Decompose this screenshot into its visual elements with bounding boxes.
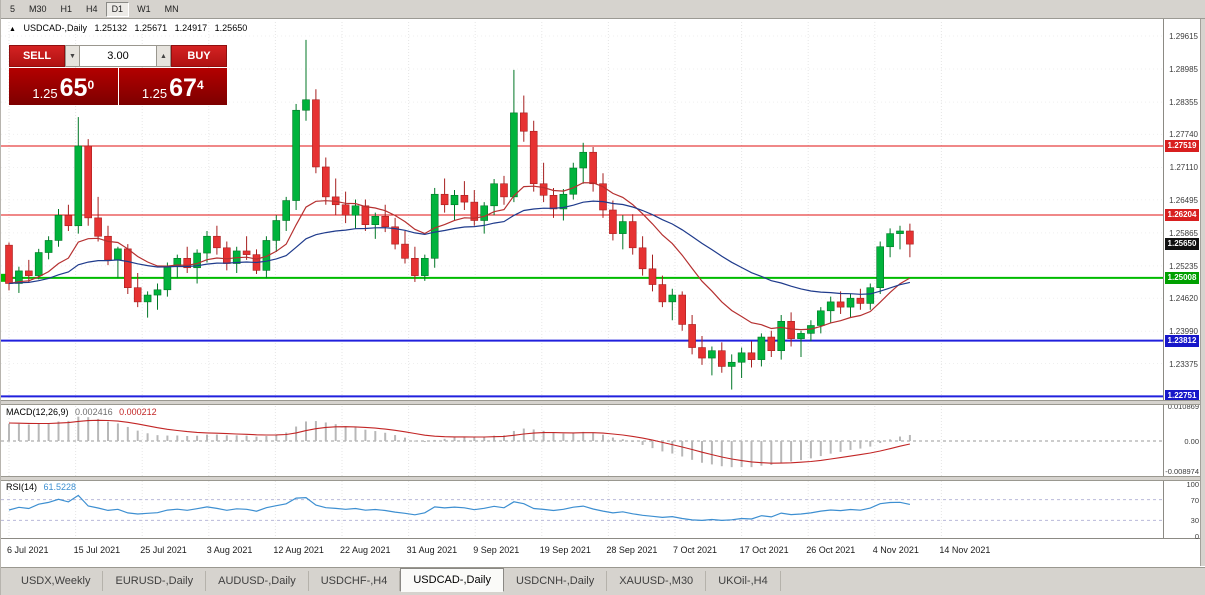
chart-tab-bar: USDX,Weekly EURUSD-,Daily AUDUSD-,Daily USD…	[1, 566, 1205, 595]
price-axis-tick: 1.27110	[1169, 163, 1198, 173]
macd-axis-label: -0.008974	[1165, 466, 1199, 476]
chart-tab-xauusd-m30[interactable]: XAUUSD-,M30	[607, 571, 707, 591]
volume-increase-icon: ▲	[160, 52, 167, 60]
price-axis-tick: 1.23990	[1169, 327, 1198, 337]
buy-price-point: 4	[196, 78, 204, 92]
panel-separator[interactable]	[1, 476, 1205, 481]
timeframe-button-5[interactable]: 5	[4, 2, 21, 17]
price-level-badge: 1.25008	[1165, 271, 1199, 284]
timeframe-button-H1[interactable]: H1	[55, 2, 79, 17]
sell-price-point: 0	[87, 78, 95, 92]
timeframe-button-W1[interactable]: W1	[131, 2, 157, 17]
timeframe-toolbar: 5 M30 H1 H4 D1 W1 MN	[1, 0, 1205, 19]
date-axis-label: 12 Aug 2021	[273, 545, 324, 555]
macd-axis-label: 0.010869	[1167, 402, 1199, 411]
date-axis-label: 15 Jul 2021	[73, 545, 121, 555]
ohlc-low: 1.24917	[174, 23, 208, 33]
price-axis-tick: 1.24620	[1169, 294, 1198, 304]
chart-tab-eurusd-daily[interactable]: EURUSD-,Daily	[103, 571, 207, 591]
price-axis-border	[1163, 19, 1164, 538]
ohlc-close: 1.25650	[214, 23, 248, 33]
rsi-axis-label: 30	[1190, 516, 1199, 526]
time-axis-border	[1, 538, 1205, 539]
date-axis-label: 6 Jul 2021	[7, 545, 49, 555]
macd-label: MACD(12,26,9)	[6, 407, 69, 417]
date-axis-label: 22 Aug 2021	[340, 545, 391, 555]
timeframe-button-H4[interactable]: H4	[80, 2, 104, 17]
date-axis-label: 28 Sep 2021	[606, 545, 658, 555]
rsi-axis-label: 0	[1194, 532, 1199, 541]
date-axis-label: 31 Aug 2021	[406, 545, 458, 555]
price-level-badge: 1.22751	[1165, 390, 1199, 403]
price-axis-tick: 1.28355	[1169, 98, 1198, 108]
timeframe-button-M30[interactable]: M30	[23, 2, 53, 17]
buy-button[interactable]: BUY	[171, 45, 227, 67]
window-right-edge	[1200, 19, 1205, 595]
date-axis-label: 7 Oct 2021	[673, 545, 718, 555]
price-level-badge: 1.23812	[1165, 334, 1199, 347]
sell-price-big-figure: 1.25	[32, 86, 58, 101]
macd-indicator-header: MACD(12,26,9) 0.002416 0.000212	[6, 407, 161, 417]
date-axis-label: 25 Jul 2021	[140, 545, 187, 555]
volume-input[interactable]	[80, 45, 156, 67]
timeframe-button-D1[interactable]: D1	[105, 1, 130, 17]
price-axis-tick: 1.27740	[1169, 130, 1198, 140]
panel-separator[interactable]	[1, 400, 1205, 405]
chart-tab-usdx-weekly[interactable]: USDX,Weekly	[9, 571, 104, 591]
timeframe-button-MN[interactable]: MN	[159, 2, 185, 17]
volume-decrease-icon: ▼	[69, 52, 76, 60]
ohlc-open: 1.25132	[94, 23, 128, 33]
chart-tab-usdcnh-daily[interactable]: USDCNH-,Daily	[504, 571, 608, 591]
volume-increase-button[interactable]: ▲	[156, 45, 171, 67]
price-level-badge: 1.27519	[1165, 140, 1199, 152]
price-axis-tick: 1.23375	[1169, 359, 1198, 369]
date-axis-label: 17 Oct 2021	[739, 545, 789, 555]
price-axis-tick: 1.26495	[1169, 195, 1198, 205]
rsi-axis-label: 70	[1190, 495, 1199, 505]
date-axis-label: 4 Nov 2021	[872, 545, 919, 555]
date-axis-label: 14 Nov 2021	[939, 545, 991, 555]
price-level-badge: 1.25650	[1165, 238, 1199, 251]
date-axis-label: 26 Oct 2021	[806, 545, 856, 555]
chart-tab-audusd-daily[interactable]: AUDUSD-,Daily	[206, 571, 309, 591]
volume-decrease-button[interactable]: ▼	[65, 45, 80, 67]
chart-symbol-label: USDCAD-,Daily	[23, 23, 87, 33]
buy-price-big-figure: 1.25	[141, 86, 168, 101]
sell-price-pips: 65	[59, 74, 88, 102]
chart-tab-usdchf-h4[interactable]: USDCHF-,H4	[309, 571, 401, 591]
chart-ohlc-header: ▲ USDCAD-,Daily 1.25132 1.25671 1.24917 …	[9, 23, 252, 33]
macd-main-value: 0.002416	[75, 407, 113, 417]
rsi-axis-label: 100	[1186, 480, 1199, 489]
buy-price-pips: 67	[169, 74, 197, 102]
chart-tab-ukoil-h4[interactable]: UKOil-,H4	[706, 571, 781, 591]
date-axis-label: 3 Aug 2021	[206, 545, 253, 555]
rsi-indicator-header: RSI(14) 61.5228	[6, 482, 80, 492]
chart-tab-usdcad-daily[interactable]: USDCAD-,Daily	[400, 568, 504, 592]
price-axis-tick: 1.28985	[1169, 65, 1198, 75]
date-axis-label: 19 Sep 2021	[539, 545, 591, 555]
date-axis-label: 9 Sep 2021	[473, 545, 520, 555]
price-axis-tick: 1.25235	[1169, 261, 1198, 271]
ohlc-high: 1.25671	[134, 23, 168, 33]
price-axis-tick: 1.29615	[1169, 31, 1198, 41]
macd-signal-value: 0.000212	[119, 407, 157, 417]
sell-price-display[interactable]: 1.25 65 0	[9, 68, 118, 105]
rsi-label: RSI(14)	[6, 482, 38, 492]
collapse-trade-panel-icon[interactable]: ▲	[9, 26, 16, 33]
price-level-badge: 1.26204	[1165, 209, 1199, 222]
buy-price-display[interactable]: 1.25 67 4	[118, 68, 227, 105]
sell-button[interactable]: SELL	[9, 45, 65, 67]
macd-axis-label: 0.00	[1184, 437, 1199, 446]
price-axis-tick: 1.25865	[1169, 228, 1198, 238]
rsi-value: 61.5228	[43, 482, 77, 492]
